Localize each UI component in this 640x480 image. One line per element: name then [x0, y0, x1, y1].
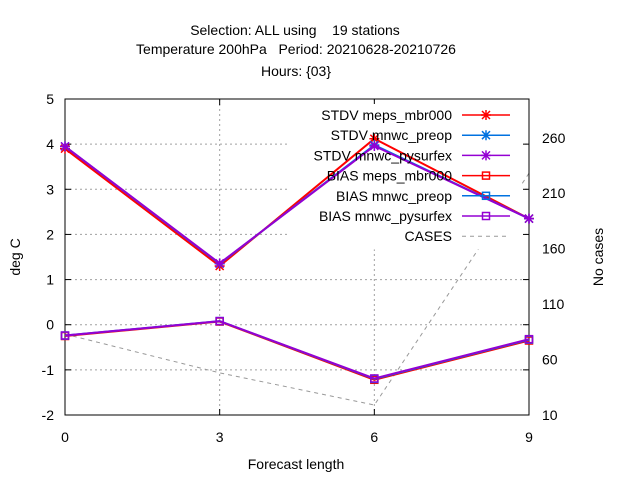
legend-marker — [481, 150, 491, 161]
y-tick-label: -1 — [42, 362, 55, 378]
x-tick-label: 9 — [525, 429, 533, 445]
data-point — [369, 133, 380, 144]
y2-tick-label: 160 — [542, 241, 566, 257]
y-tick-label: -2 — [42, 407, 55, 423]
legend-label: STDV mnwc_preop — [331, 127, 453, 143]
y2-axis-label: No cases — [590, 228, 606, 286]
y-tick-label: 3 — [46, 181, 54, 197]
y2-tick-label: 260 — [542, 130, 566, 146]
x-axis-label: Forecast length — [248, 456, 345, 472]
legend-marker — [481, 191, 491, 201]
series-line — [64, 173, 530, 406]
data-point — [215, 316, 224, 326]
legend-label: BIAS mnwc_pysurfex — [319, 208, 452, 224]
data-point — [369, 140, 380, 151]
legend: STDV meps_mbr000 STDV mnwc_preop STDV mnwc… — [314, 107, 510, 244]
data-point — [214, 258, 225, 269]
y-tick-label: 4 — [46, 136, 54, 152]
legend-label: CASES — [405, 228, 452, 244]
y-tick-label: 1 — [46, 272, 54, 288]
series-line — [64, 144, 530, 265]
title-line-3: Hours: {03} — [261, 63, 331, 79]
y-tick-label: 2 — [46, 226, 54, 242]
title-line-1: Selection: ALL using 19 stations — [190, 22, 400, 38]
plot-border — [64, 98, 530, 416]
series-line — [64, 320, 530, 380]
legend-label: STDV meps_mbr000 — [321, 107, 452, 123]
y-tick-label: 0 — [46, 317, 54, 333]
x-tick-label: 6 — [370, 429, 378, 445]
chart-title: Selection: ALL using 19 stations Tempera… — [136, 22, 456, 79]
y-axis-label: deg C — [7, 238, 23, 275]
legend-marker — [481, 211, 491, 221]
y2-tick-label: 10 — [542, 407, 558, 423]
x-tick-label: 0 — [61, 429, 69, 445]
series-line — [64, 137, 530, 268]
legend-marker — [481, 130, 491, 141]
y2-tick-label: 210 — [542, 185, 566, 201]
y2-tick-label: 60 — [542, 352, 558, 368]
cases-layer — [64, 173, 530, 406]
legend-label: BIAS mnwc_preop — [336, 188, 452, 204]
data-point — [370, 374, 379, 383]
data-point — [60, 331, 70, 340]
data-point — [60, 141, 70, 152]
y-tick-label: 5 — [46, 91, 54, 107]
legend-label: STDV mnwc_pysurfex — [314, 147, 452, 163]
title-line-2: Temperature 200hPa Period: 20210628-2021… — [136, 41, 456, 57]
series-layer — [60, 133, 534, 385]
legend-marker — [481, 110, 491, 120]
y2-tick-label: 110 — [542, 296, 565, 312]
data-point — [524, 334, 534, 344]
data-point — [524, 213, 534, 224]
x-tick-label: 3 — [216, 429, 224, 445]
legend-label: BIAS meps_mbr000 — [327, 168, 452, 184]
legend-marker — [481, 171, 491, 180]
